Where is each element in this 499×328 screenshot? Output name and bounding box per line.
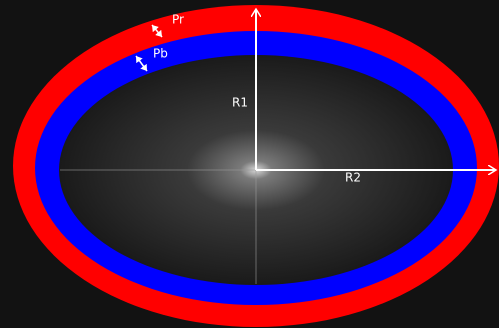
r1-label: R1 [232,96,248,110]
pb-label: Pb [153,47,168,61]
page: Pr Pb R1 R2 (() => { const data = JSON.p… [0,0,499,328]
pr-label: Pr [172,13,184,27]
diagram: Pr Pb R1 R2 [0,0,499,328]
r2-label: R2 [345,171,361,185]
